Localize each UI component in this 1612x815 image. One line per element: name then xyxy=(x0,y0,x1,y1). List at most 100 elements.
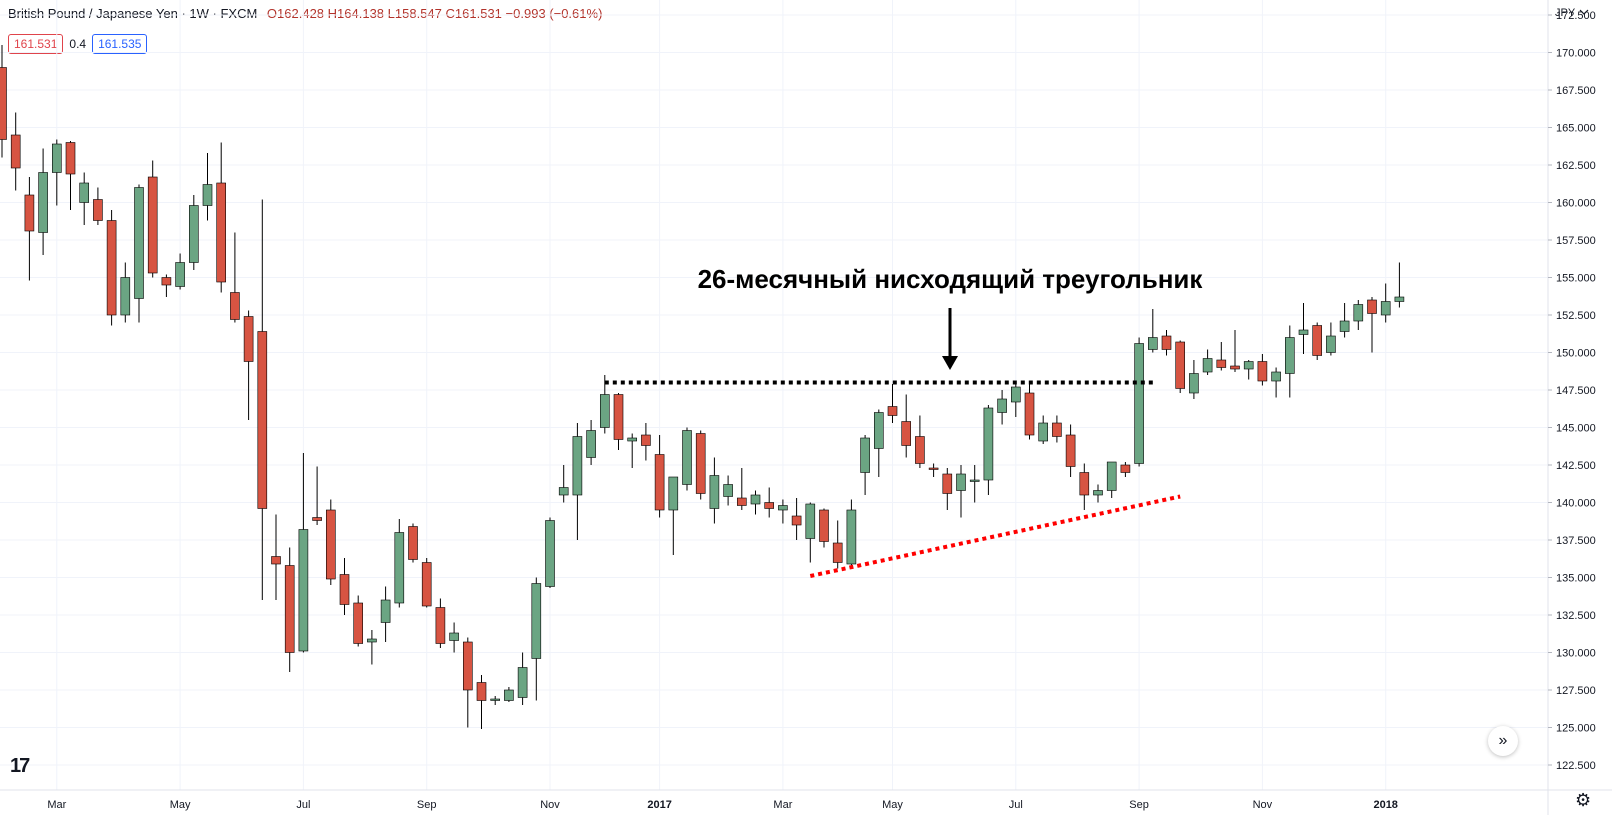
candle xyxy=(1134,337,1144,467)
candle xyxy=(969,465,980,503)
candle xyxy=(435,598,446,648)
y-tick-label: 137.500 xyxy=(1556,535,1596,547)
price-axis[interactable]: 172.500170.000167.500165.000162.500160.0… xyxy=(1547,0,1596,815)
candle-body xyxy=(572,436,583,496)
candle xyxy=(10,112,21,191)
candle-body xyxy=(1024,392,1035,436)
candle-body xyxy=(969,479,980,482)
candle xyxy=(860,435,870,495)
gear-icon[interactable]: ⚙ xyxy=(1575,790,1592,810)
candle xyxy=(367,630,377,665)
candle-body xyxy=(339,574,350,605)
candle-body xyxy=(558,487,569,496)
candle-body xyxy=(764,502,775,509)
candle xyxy=(1079,463,1090,510)
candle xyxy=(901,394,912,458)
candle xyxy=(819,508,829,548)
candle xyxy=(942,468,953,510)
x-tick-label: Jul xyxy=(296,799,310,811)
candle-body xyxy=(1120,464,1131,473)
candle-body xyxy=(805,503,816,539)
candle xyxy=(0,45,7,158)
candle xyxy=(572,423,583,540)
x-tick-label: Jul xyxy=(1009,799,1023,811)
candle-body xyxy=(408,526,418,560)
candle-body xyxy=(1243,361,1254,370)
candle-body xyxy=(723,484,733,497)
candle xyxy=(1024,384,1035,440)
candle xyxy=(1230,330,1240,372)
candle xyxy=(1202,349,1213,375)
candle xyxy=(298,453,309,653)
candle xyxy=(641,423,651,461)
x-tick-label: Sep xyxy=(417,799,437,811)
x-tick-label: May xyxy=(882,799,903,811)
candle xyxy=(1257,354,1268,386)
x-tick-label: 2018 xyxy=(1373,799,1397,811)
candle xyxy=(106,210,117,326)
candle xyxy=(1175,340,1185,393)
chart-legend: British Pound / Japanese Yen · 1W · FXCM… xyxy=(8,6,602,21)
candle xyxy=(832,520,843,569)
candle-body xyxy=(435,607,446,644)
candle-body xyxy=(0,67,7,140)
candle-body xyxy=(1271,371,1281,382)
candle xyxy=(1298,303,1309,354)
scroll-to-realtime-button[interactable]: » xyxy=(1488,726,1518,756)
candle xyxy=(243,310,254,420)
candle-body xyxy=(243,316,254,362)
candle xyxy=(1271,367,1281,398)
candle-body xyxy=(449,632,459,641)
candle-body xyxy=(1202,358,1213,373)
sell-price-button[interactable]: 161.531 xyxy=(8,34,64,54)
candle-body xyxy=(1230,365,1240,370)
candle xyxy=(462,637,473,728)
x-tick-label: May xyxy=(170,799,191,811)
y-tick-label: 140.000 xyxy=(1556,498,1596,510)
spread-value: 0.4 xyxy=(69,37,87,51)
tradingview-logo[interactable]: 17 xyxy=(10,755,30,777)
candle-body xyxy=(1285,337,1295,374)
candle-body xyxy=(668,476,679,511)
buy-price-button[interactable]: 161.535 xyxy=(92,34,148,54)
candle xyxy=(1161,330,1172,356)
y-tick-label: 142.500 xyxy=(1556,460,1596,472)
y-tick-label: 170.000 xyxy=(1556,48,1596,60)
candle xyxy=(339,558,350,615)
y-tick-label: 155.000 xyxy=(1556,273,1596,285)
candle xyxy=(65,141,76,210)
candle-body xyxy=(736,497,747,506)
candle-body xyxy=(997,398,1007,413)
candle-body xyxy=(490,698,501,701)
candle-body xyxy=(1257,361,1268,382)
candle xyxy=(1339,303,1350,338)
candle-body xyxy=(1134,343,1144,464)
candle xyxy=(325,499,336,585)
candle xyxy=(1353,300,1364,330)
y-tick-label: 132.500 xyxy=(1556,610,1596,622)
y-tick-label: 157.500 xyxy=(1556,235,1596,247)
x-tick-label: 2017 xyxy=(647,799,671,811)
candle xyxy=(421,558,432,608)
candle-body xyxy=(134,187,144,299)
candle-body xyxy=(175,262,185,287)
symbol-title[interactable]: British Pound / Japanese Yen · 1W · FXCM xyxy=(8,6,258,21)
y-tick-label: 130.000 xyxy=(1556,648,1596,660)
candle-body xyxy=(394,532,405,604)
candle-body xyxy=(38,172,48,233)
y-tick-label: 160.000 xyxy=(1556,198,1596,210)
currency-dropdown-icon[interactable] xyxy=(1579,9,1589,15)
candle-body xyxy=(230,292,240,320)
candle xyxy=(189,195,199,270)
grid-lines xyxy=(0,0,1548,790)
candle-body xyxy=(1148,337,1158,350)
candle xyxy=(38,148,48,255)
candle-body xyxy=(709,475,720,509)
candle-body xyxy=(367,638,377,643)
candle xyxy=(956,465,966,518)
candle-body xyxy=(956,473,966,491)
trend-lines xyxy=(604,380,1181,578)
candle-body xyxy=(778,505,788,511)
time-axis[interactable]: Mar May Jul Sep Nov 2017 Mar May Jul Sep Nov 2018 xyxy=(0,789,1612,811)
